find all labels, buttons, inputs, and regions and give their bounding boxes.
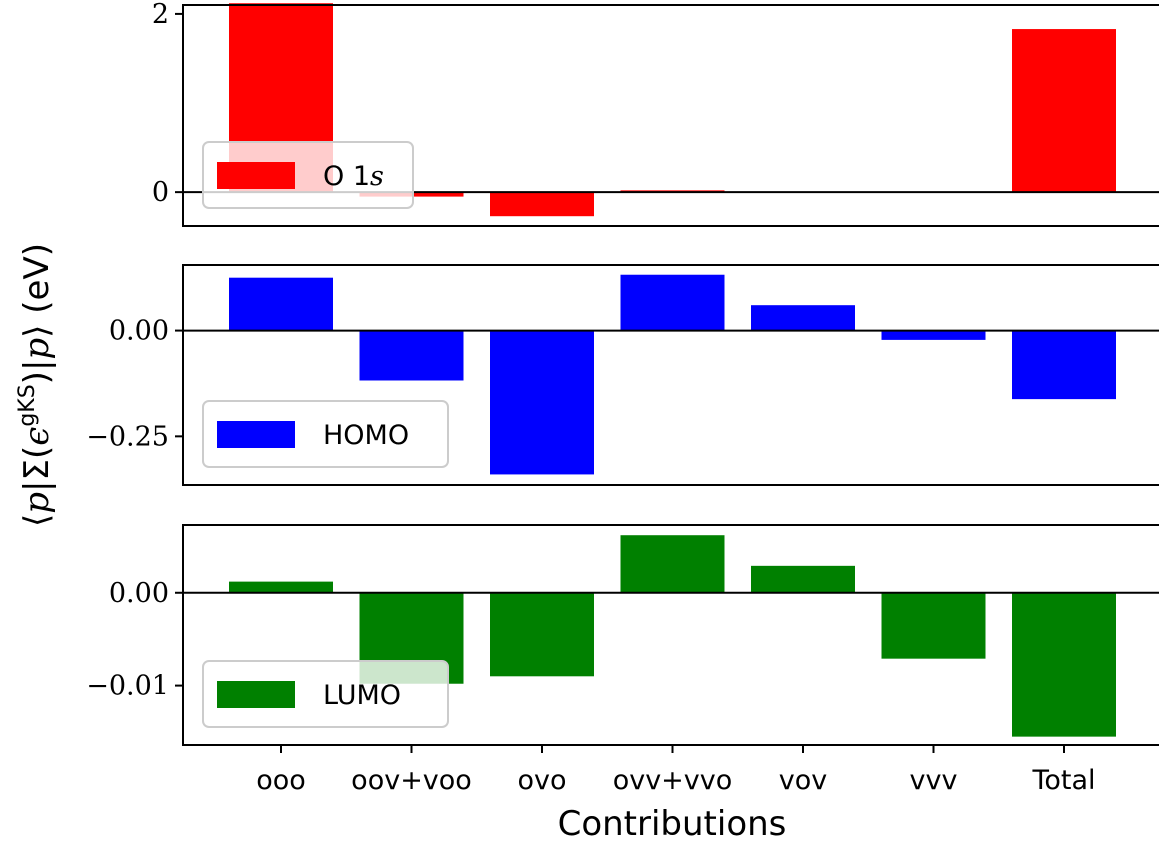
panel-3: 0.00 −0.01 LUMO xyxy=(86,524,1159,746)
bar-vov xyxy=(751,565,855,593)
legend-box xyxy=(202,660,449,728)
bar-vvv xyxy=(881,592,986,659)
bar-ooo xyxy=(229,277,333,331)
legend-swatch xyxy=(217,681,295,708)
x-category-label: Total xyxy=(1031,765,1095,796)
x-category-label: vov xyxy=(779,765,827,796)
bar-ovo xyxy=(490,192,594,217)
y-tick-label: 2 xyxy=(152,0,169,30)
bar-ovv-vvo xyxy=(620,274,725,331)
legend-label: LUMO xyxy=(323,680,401,711)
panel-1: 0 2 O 1s xyxy=(152,0,1159,227)
x-category-label: ooo xyxy=(256,765,306,796)
bar-ovv-vvo xyxy=(620,535,725,593)
bar-ooo xyxy=(229,581,333,593)
y-tick-label: 0.00 xyxy=(109,316,169,347)
x-category-label: oov+voo xyxy=(351,765,472,796)
bar-total xyxy=(1012,330,1116,400)
x-category-label: ovo xyxy=(517,765,566,796)
panel-2: 0.00 −0.25 HOMO xyxy=(86,264,1159,486)
legend-swatch xyxy=(217,421,295,448)
legend: LUMO xyxy=(202,660,449,728)
bar-vov xyxy=(751,305,855,331)
legend-swatch xyxy=(217,162,295,189)
legend-label: HOMO xyxy=(323,420,409,451)
y-tick-label: −0.01 xyxy=(86,671,169,702)
x-axis-title: Contributions xyxy=(558,804,787,844)
x-category-labels: ooo oov+voo ovo ovv+vvo vov vvv Total xyxy=(256,745,1096,796)
bar-ovo xyxy=(490,592,594,677)
bar-ovo xyxy=(490,330,594,475)
y-tick-label: 0 xyxy=(152,177,169,208)
bar-total xyxy=(1012,592,1116,737)
legend-box xyxy=(202,141,414,209)
bar-vvv xyxy=(881,330,986,340)
panels-group: 0 2 O 1s 0.00 −0.25 HOMO 0.00 −0.01 LUMO xyxy=(86,0,1159,746)
y-tick-label: −0.25 xyxy=(86,421,169,452)
panel-frame xyxy=(182,4,1159,227)
legend: O 1s xyxy=(202,141,414,209)
legend: HOMO xyxy=(202,400,449,468)
y-tick-label: 0.00 xyxy=(109,578,169,609)
legend-label: O 1s xyxy=(323,161,384,192)
x-category-label: ovv+vvo xyxy=(613,765,733,796)
bar-total xyxy=(1012,29,1116,193)
panel-frame xyxy=(182,264,1159,486)
x-category-label: vvv xyxy=(910,765,958,796)
bar-oov-voo xyxy=(359,330,464,381)
y-axis-title: ⟨p|Σ(ϵgKS)|p⟩ (eV) xyxy=(15,243,57,527)
legend-box xyxy=(202,400,449,468)
